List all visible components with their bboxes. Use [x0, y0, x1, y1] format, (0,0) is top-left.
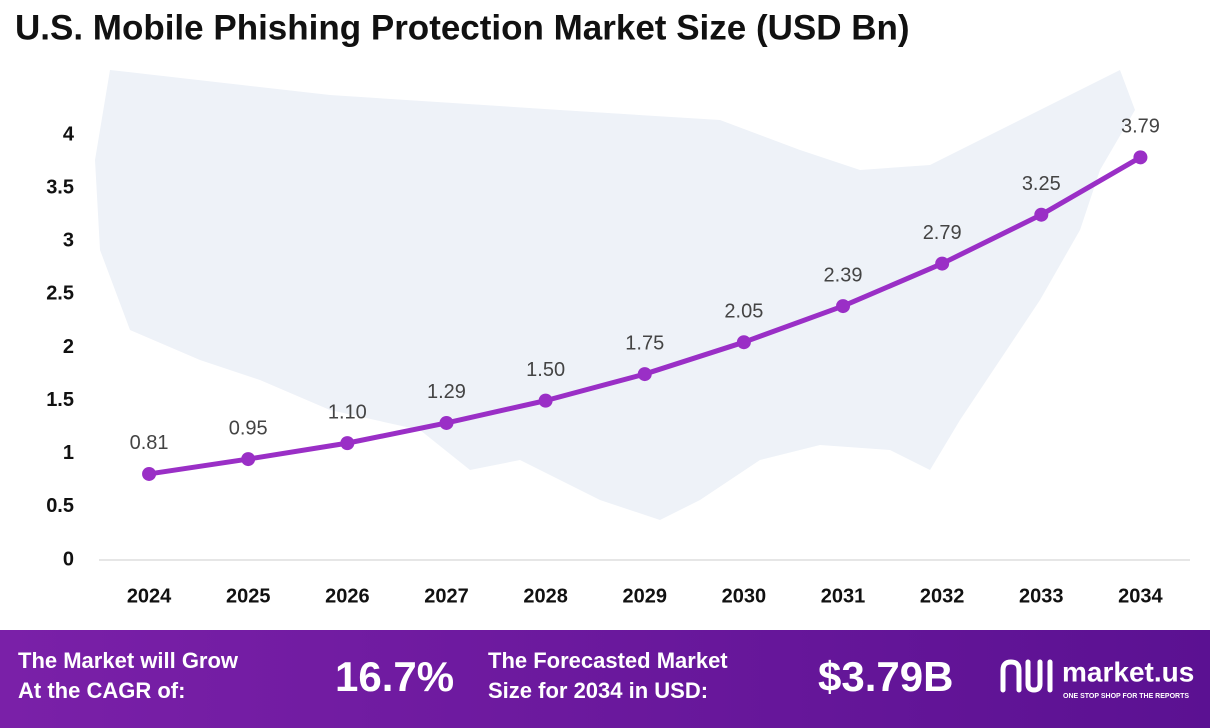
x-tick-label: 2024 — [127, 585, 172, 607]
x-tick-label: 2027 — [424, 585, 469, 607]
data-point — [538, 393, 553, 408]
data-point — [1034, 207, 1049, 222]
data-point — [1133, 150, 1148, 165]
x-tick-label: 2030 — [722, 585, 767, 607]
x-tick-label: 2026 — [325, 585, 370, 607]
data-point — [439, 415, 454, 430]
data-point — [935, 256, 950, 271]
value-label: 1.29 — [427, 381, 466, 403]
brand-logo — [1000, 659, 1053, 693]
value-label: 2.39 — [824, 264, 863, 286]
value-label: 0.81 — [130, 432, 169, 454]
value-label: 3.79 — [1121, 116, 1160, 138]
chart-title: U.S. Mobile Phishing Protection Market S… — [15, 8, 910, 47]
forecast-text: Size for 2034 in USD: — [488, 678, 708, 703]
cagr-text: At the CAGR of: — [18, 678, 185, 703]
data-point — [836, 299, 851, 314]
x-tick-label: 2032 — [920, 585, 965, 607]
plot: 0 0.5 1 1.5 2 2.5 3 3.5 4 2024 2025 2026 2027 2028 202… — [46, 116, 1163, 608]
value-label: 1.75 — [625, 332, 664, 354]
data-point — [142, 466, 157, 481]
value-label: 0.95 — [229, 417, 268, 439]
map-background — [95, 70, 1135, 520]
data-point — [637, 367, 652, 382]
data-point — [736, 335, 751, 350]
y-tick-label: 1 — [63, 442, 74, 464]
cagr-text: The Market will Grow — [18, 648, 239, 673]
cagr-value: 16.7% — [335, 653, 454, 700]
brand-tagline: ONE STOP SHOP FOR THE REPORTS — [1063, 693, 1189, 700]
value-label: 2.05 — [724, 300, 763, 322]
data-point — [241, 452, 256, 467]
x-tick-label: 2029 — [623, 585, 668, 607]
y-tick-label: 2 — [63, 336, 74, 358]
x-tick-label: 2033 — [1019, 585, 1064, 607]
footer-banner — [0, 630, 1210, 728]
forecast-value: $3.79B — [818, 653, 953, 700]
brand-name: market.us — [1062, 656, 1194, 687]
value-label: 1.50 — [526, 359, 565, 381]
y-tick-label: 1.5 — [46, 389, 74, 411]
value-label: 2.79 — [923, 222, 962, 244]
y-tick-label: 4 — [63, 123, 75, 145]
value-label: 3.25 — [1022, 173, 1061, 195]
y-tick-label: 3 — [63, 230, 74, 252]
forecast-text: The Forecasted Market — [488, 648, 728, 673]
x-tick-label: 2025 — [226, 585, 271, 607]
y-tick-label: 0 — [63, 548, 74, 570]
x-tick-label: 2034 — [1118, 585, 1163, 607]
y-tick-label: 3.5 — [46, 176, 74, 198]
x-tick-label: 2028 — [523, 585, 568, 607]
data-point — [340, 436, 355, 451]
y-tick-label: 2.5 — [46, 283, 74, 305]
x-tick-label: 2031 — [821, 585, 866, 607]
y-tick-label: 0.5 — [46, 495, 74, 517]
value-label: 1.10 — [328, 401, 367, 423]
